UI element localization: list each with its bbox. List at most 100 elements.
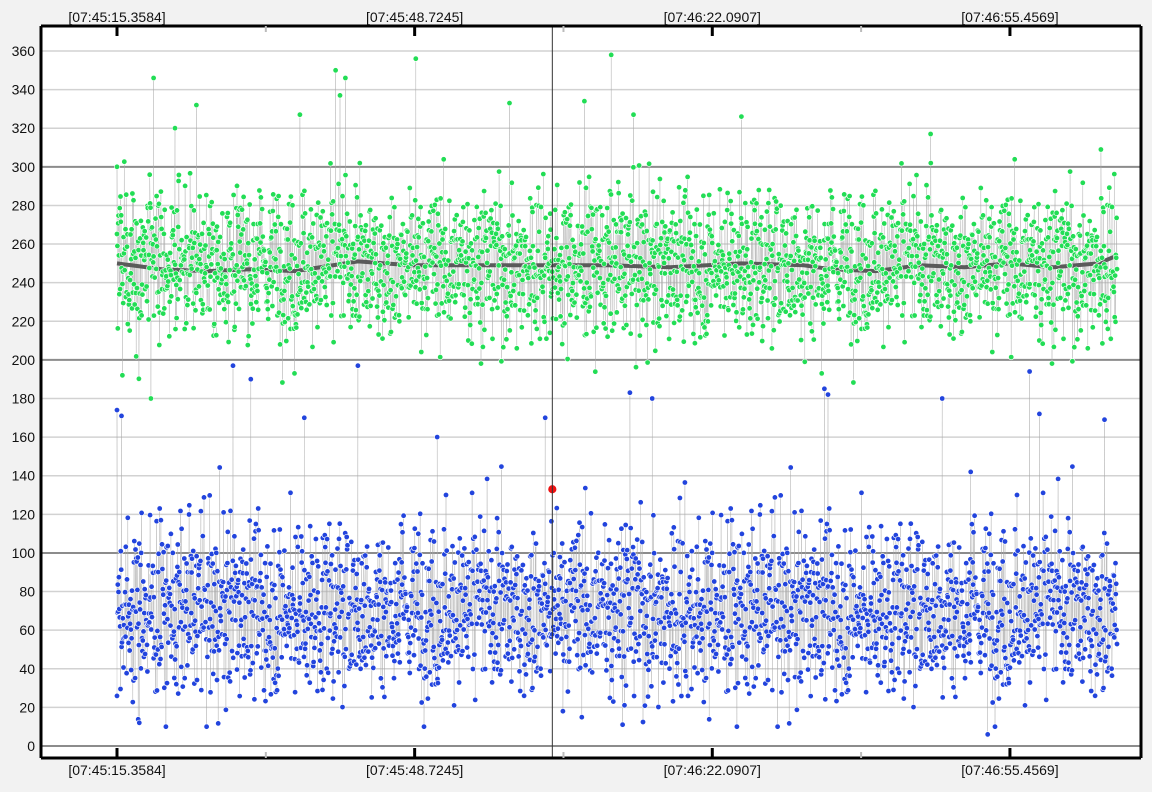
- green-series-point: [482, 235, 489, 242]
- green-series-point: [724, 207, 731, 214]
- green-series-point: [156, 341, 163, 348]
- green-series-point: [1005, 281, 1012, 288]
- blue-series-point: [742, 606, 749, 613]
- blue-series-point: [473, 546, 480, 553]
- blue-series-point: [195, 572, 202, 579]
- green-series-point: [203, 263, 210, 270]
- green-series-point: [828, 194, 835, 201]
- blue-series-point: [1102, 653, 1109, 660]
- green-series-point: [222, 319, 229, 326]
- green-series-point: [145, 218, 152, 225]
- green-series-point: [630, 111, 637, 118]
- blue-series-point: [847, 549, 854, 556]
- green-series-point: [645, 296, 652, 303]
- green-series-point: [467, 296, 474, 303]
- green-series-point: [502, 266, 509, 273]
- green-series-point: [440, 309, 447, 316]
- green-series-point: [846, 213, 853, 220]
- blue-series-point: [144, 641, 151, 648]
- blue-series-point: [804, 666, 811, 673]
- blue-series-point: [1079, 543, 1086, 550]
- blue-series-point: [1036, 559, 1043, 566]
- green-series-point: [275, 213, 282, 220]
- green-series-point: [414, 244, 421, 251]
- blue-series-point: [445, 593, 452, 600]
- green-series-point: [601, 304, 608, 311]
- blue-series-point: [745, 563, 752, 570]
- blue-series-point: [882, 644, 889, 651]
- green-series-point: [573, 314, 580, 321]
- blue-series-point: [999, 611, 1006, 618]
- blue-series-point: [1016, 593, 1023, 600]
- blue-series-point: [274, 665, 281, 672]
- blue-series-point: [924, 661, 931, 668]
- blue-series-point: [1061, 619, 1068, 626]
- blue-series-point: [509, 654, 516, 661]
- blue-series-point: [977, 669, 984, 676]
- green-series-point: [268, 234, 275, 241]
- green-series-point: [881, 286, 888, 293]
- green-series-point: [440, 283, 447, 290]
- green-series-point: [275, 193, 282, 200]
- blue-series-point: [270, 527, 277, 534]
- blue-series-point: [131, 538, 138, 545]
- blue-series-point: [947, 567, 954, 574]
- blue-series-point: [1035, 644, 1042, 651]
- blue-series-point: [540, 621, 547, 628]
- blue-series-point: [941, 664, 948, 671]
- blue-series-point: [158, 643, 165, 650]
- green-series-point: [412, 257, 419, 264]
- green-series-point: [986, 215, 993, 222]
- blue-series-point: [663, 585, 670, 592]
- blue-series-point: [419, 560, 426, 567]
- green-series-point: [962, 204, 969, 211]
- blue-series-point: [237, 622, 244, 629]
- blue-series-point: [632, 648, 639, 655]
- green-series-point: [708, 302, 715, 309]
- blue-series-point: [178, 525, 185, 532]
- green-series-point: [634, 240, 641, 247]
- green-series-point: [596, 274, 603, 281]
- blue-series-point: [1068, 589, 1075, 596]
- blue-series-point: [1089, 607, 1096, 614]
- blue-series-point: [738, 591, 745, 598]
- green-series-point: [526, 247, 533, 254]
- blue-series-point: [124, 514, 131, 521]
- green-series-point: [899, 312, 906, 319]
- blue-series-point: [164, 542, 171, 549]
- green-series-point: [855, 225, 862, 232]
- green-series-point: [348, 273, 355, 280]
- green-series-point: [176, 246, 183, 253]
- blue-series-point: [939, 694, 946, 701]
- green-series-point: [327, 227, 334, 234]
- blue-series-point: [601, 557, 608, 564]
- blue-series-point: [473, 620, 480, 627]
- data-points: [114, 51, 1121, 738]
- blue-series-point: [240, 635, 247, 642]
- green-series-point: [578, 267, 585, 274]
- blue-series-point: [861, 596, 868, 603]
- blue-series-point: [135, 642, 142, 649]
- blue-series-point: [320, 625, 327, 632]
- blue-series-point: [162, 723, 169, 730]
- green-series-point: [311, 270, 318, 277]
- green-series-point: [701, 251, 708, 258]
- green-series-point: [310, 286, 317, 293]
- green-series-point: [586, 284, 593, 291]
- green-series-point: [147, 395, 154, 402]
- green-series-point: [175, 223, 182, 230]
- green-series-point: [265, 315, 272, 322]
- green-series-point: [951, 282, 958, 289]
- blue-series-point: [266, 603, 273, 610]
- green-series-point: [381, 317, 388, 324]
- green-series-point: [553, 235, 560, 242]
- green-series-point: [494, 304, 501, 311]
- blue-series-point: [669, 599, 676, 606]
- green-series-point: [693, 206, 700, 213]
- blue-series-point: [907, 613, 914, 620]
- blue-series-point: [1040, 665, 1047, 672]
- blue-series-point: [1101, 529, 1108, 536]
- blue-series-point: [1113, 626, 1120, 633]
- blue-series-point: [251, 696, 258, 703]
- blue-series-point: [682, 619, 689, 626]
